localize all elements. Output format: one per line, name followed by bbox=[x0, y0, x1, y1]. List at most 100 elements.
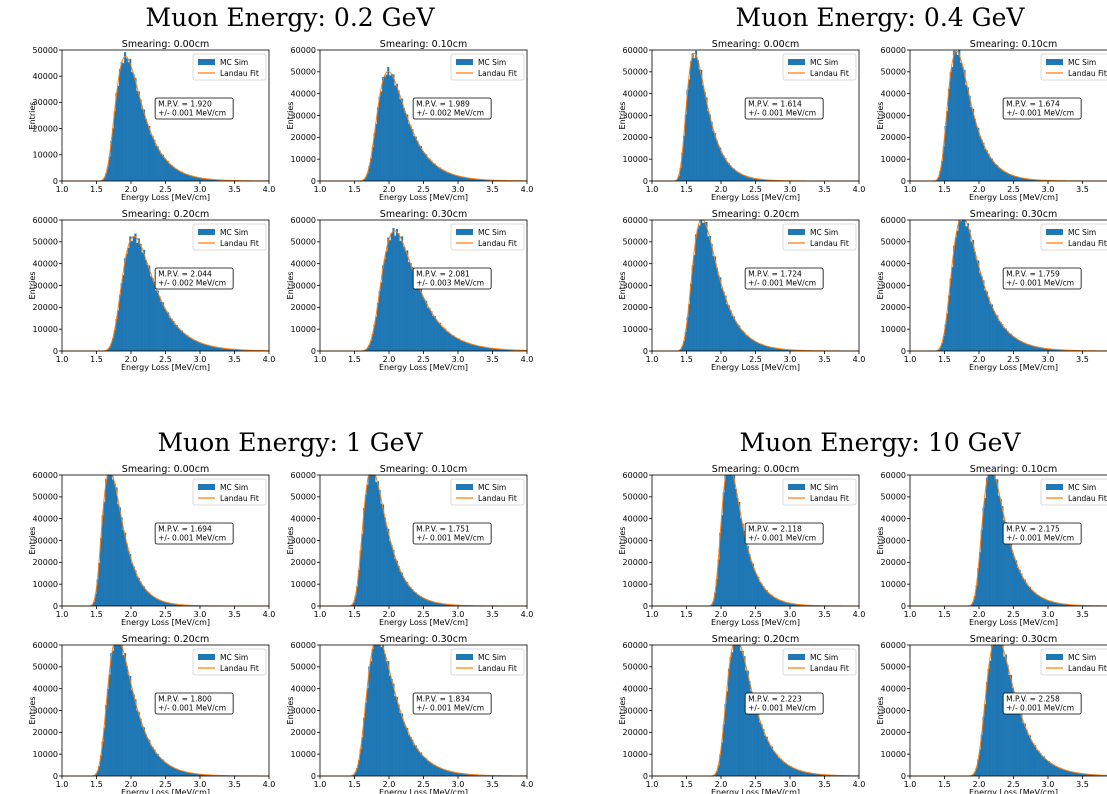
histogram-bar bbox=[800, 770, 803, 776]
histogram-bar bbox=[468, 774, 471, 776]
histogram-bar bbox=[513, 349, 516, 351]
mpv-error: +/- 0.001 MeV/cm bbox=[748, 109, 816, 118]
y-axis-label: Entries bbox=[618, 527, 627, 555]
histogram-bar bbox=[439, 322, 442, 351]
histogram-bar bbox=[175, 768, 178, 776]
histogram-bar bbox=[383, 258, 386, 351]
histogram-bar bbox=[731, 475, 734, 606]
histogram-bar bbox=[1041, 597, 1044, 606]
histogram-bar bbox=[1030, 179, 1033, 181]
histogram-bar bbox=[463, 177, 466, 181]
y-tick-label: 10000 bbox=[881, 325, 906, 334]
histogram-bar bbox=[975, 767, 978, 776]
histogram-bar bbox=[103, 501, 106, 606]
histogram-bar bbox=[1056, 349, 1059, 351]
histogram-bar bbox=[409, 736, 412, 776]
histogram-bar bbox=[679, 167, 682, 181]
histogram-bar bbox=[729, 656, 732, 776]
histogram-bar bbox=[106, 475, 109, 606]
histogram-bar bbox=[404, 113, 407, 181]
histogram-bar bbox=[1048, 600, 1051, 606]
y-tick-label: 30000 bbox=[33, 281, 58, 290]
histogram-bar bbox=[156, 598, 159, 606]
y-tick-label: 40000 bbox=[881, 684, 906, 693]
histogram-bar bbox=[383, 517, 386, 606]
histogram-bar bbox=[1053, 602, 1056, 606]
histogram-bar bbox=[158, 296, 161, 351]
histogram-bar bbox=[1013, 175, 1016, 181]
histogram-bar bbox=[935, 179, 938, 181]
histogram-bar bbox=[397, 90, 400, 181]
x-tick-label: 2.0 bbox=[973, 355, 986, 364]
histogram-bar bbox=[727, 668, 730, 776]
histogram-bar bbox=[380, 503, 383, 606]
histogram-bar bbox=[707, 110, 710, 181]
histogram-bar bbox=[739, 329, 742, 351]
x-tick-label: 3.0 bbox=[194, 355, 207, 364]
histogram-bar bbox=[193, 176, 196, 181]
histogram-bar bbox=[683, 341, 686, 351]
histogram-bar bbox=[149, 134, 152, 181]
histogram-bars bbox=[935, 220, 1088, 351]
histogram-bar bbox=[179, 770, 182, 776]
histogram-bar bbox=[1037, 750, 1040, 776]
histogram-bar bbox=[1070, 604, 1073, 606]
histogram-bar bbox=[182, 771, 185, 776]
histogram-bar bbox=[118, 507, 121, 606]
histogram-bar bbox=[421, 755, 424, 776]
histogram-bar bbox=[172, 321, 175, 351]
histogram-bar bbox=[437, 602, 440, 606]
x-tick-label: 1.5 bbox=[90, 610, 103, 619]
histogram-bar bbox=[1035, 749, 1038, 776]
histogram-bar bbox=[724, 295, 727, 351]
histogram-bar bbox=[741, 523, 744, 606]
histogram-bar bbox=[143, 109, 146, 181]
histogram-bar bbox=[139, 99, 142, 181]
histogram-bar bbox=[714, 256, 717, 351]
y-tick-label: 20000 bbox=[33, 558, 58, 567]
histogram-bar bbox=[1008, 333, 1011, 351]
histogram-bar bbox=[155, 753, 158, 776]
histogram-bar bbox=[385, 251, 388, 351]
histogram-bar bbox=[459, 773, 462, 776]
histogram-bar bbox=[174, 168, 177, 181]
histogram-bar bbox=[175, 325, 178, 351]
histogram-bar bbox=[420, 288, 423, 351]
histogram-bar bbox=[375, 316, 378, 351]
histogram-bar bbox=[991, 475, 994, 606]
y-tick-label: 20000 bbox=[881, 303, 906, 312]
histogram-bar bbox=[397, 565, 400, 606]
histogram-bar bbox=[1010, 543, 1013, 606]
histogram-bar bbox=[750, 177, 753, 181]
histogram-bar bbox=[201, 774, 204, 776]
histogram-bar bbox=[1066, 604, 1069, 606]
histogram-bar bbox=[224, 348, 227, 351]
y-tick-label: 0 bbox=[53, 347, 58, 356]
legend-label: Landau Fit bbox=[1068, 69, 1107, 78]
histogram-bar bbox=[743, 332, 746, 351]
histogram-bar bbox=[476, 179, 479, 181]
histogram-bar bbox=[430, 160, 433, 181]
histogram-bars bbox=[710, 475, 824, 606]
histogram-bar bbox=[1049, 601, 1052, 606]
histogram-bar bbox=[218, 179, 221, 181]
histogram-bar bbox=[454, 772, 457, 776]
histogram-bar bbox=[686, 317, 689, 351]
histogram-bar bbox=[162, 601, 165, 606]
panel-title: Smearing: 0.30cm bbox=[380, 634, 467, 645]
histogram-bar bbox=[786, 602, 789, 606]
histogram-bar bbox=[1025, 343, 1028, 351]
y-tick-label: 60000 bbox=[33, 471, 58, 480]
x-tick-label: 2.5 bbox=[749, 780, 762, 789]
histogram-bar bbox=[380, 282, 383, 351]
histogram-bar bbox=[788, 349, 791, 351]
histogram-bar bbox=[134, 77, 137, 181]
histogram-bar bbox=[1082, 773, 1085, 776]
histogram-bar bbox=[746, 335, 749, 351]
histogram-bar bbox=[194, 773, 197, 776]
histogram-bar bbox=[684, 331, 687, 351]
histogram-bar bbox=[1032, 179, 1035, 181]
histogram-bar bbox=[420, 752, 423, 776]
histogram-bar bbox=[163, 158, 166, 181]
